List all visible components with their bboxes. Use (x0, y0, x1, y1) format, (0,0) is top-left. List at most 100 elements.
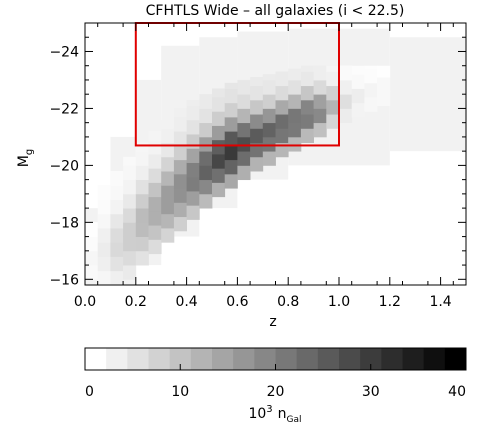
density-cell (110, 228, 124, 243)
colorbar-step (275, 348, 298, 370)
density-cell (135, 193, 149, 209)
density-cell (300, 128, 314, 144)
x-tick-label: 1.2 (379, 294, 401, 310)
density-cell (148, 196, 162, 212)
density-cell (212, 168, 226, 183)
density-cell (148, 225, 162, 240)
density-cell (377, 77, 391, 92)
density-cell (161, 156, 175, 172)
density-cell (288, 136, 302, 152)
density-cell (123, 236, 137, 252)
density-cell (250, 128, 264, 144)
density-cell (212, 97, 226, 112)
density-cell (199, 94, 213, 109)
colorbar-step (148, 348, 171, 370)
svg-text:Mg: Mg (16, 149, 35, 167)
y-tick-label: −16 (49, 272, 79, 288)
density-cell (288, 122, 302, 138)
x-axis-label: z (269, 314, 276, 330)
colorbar-step (233, 348, 255, 370)
density-cell (173, 159, 187, 175)
density-cell (186, 99, 200, 106)
density-cell (97, 185, 111, 200)
density-cell (110, 199, 124, 215)
y-tick-label: −24 (49, 44, 79, 60)
density-cell (161, 228, 175, 243)
colorbar-tick-label: 0 (85, 384, 94, 400)
density-cell (212, 88, 226, 98)
density-cell (313, 108, 327, 124)
density-cell (237, 122, 251, 138)
density-cell (364, 82, 378, 98)
density-cell (173, 108, 187, 118)
x-tick-label: 0.8 (277, 294, 299, 310)
density-cell (148, 210, 162, 226)
density-cell (161, 119, 175, 129)
colorbar: 0 10 20 30 40 103 nGal (84, 347, 467, 425)
density-cell (262, 122, 276, 138)
density-cell (199, 179, 213, 195)
density-cell (110, 242, 124, 257)
density-cell (339, 94, 353, 109)
colorbar-step (106, 348, 128, 370)
density-cell (300, 65, 314, 72)
density-cell (313, 94, 327, 109)
density-cell (212, 139, 226, 155)
density-cell (199, 193, 213, 209)
density-cell (161, 185, 175, 200)
density-cell (85, 236, 99, 252)
density-cell (173, 131, 187, 146)
density-cell (161, 128, 175, 144)
density-cell (97, 270, 111, 286)
density-cell (326, 71, 340, 87)
density-cell (123, 165, 137, 181)
density-cell (199, 165, 213, 181)
density-cell (250, 85, 264, 101)
colorbar-tick-label: 40 (448, 384, 466, 400)
density-cell (135, 142, 149, 152)
density-cell (161, 171, 175, 186)
colorbar-step (254, 348, 276, 370)
density-cell (97, 199, 111, 215)
density-cell (377, 91, 391, 106)
y-axis-label-sub: g (24, 149, 35, 155)
colorbar-tick-label: 30 (362, 384, 380, 400)
density-cell (199, 122, 213, 138)
colorbar-label-var: n (278, 406, 287, 422)
x-tick-label: 0.6 (226, 294, 248, 310)
density-cell (339, 108, 353, 124)
colorbar-step (381, 348, 403, 370)
density-cell (161, 199, 175, 215)
colorbar-step (402, 348, 425, 370)
density-cell (313, 122, 327, 138)
halo-block (389, 37, 466, 152)
density-cell (110, 185, 124, 200)
density-cell (275, 128, 289, 144)
density-cell (173, 173, 187, 189)
density-cell (123, 156, 137, 166)
x-axis-ticks: 0.0 0.2 0.4 0.6 0.8 1.0 1.2 1.4 (74, 23, 454, 310)
density-cell (148, 168, 162, 183)
density-cell (237, 136, 251, 152)
y-tick-label: −18 (49, 215, 79, 231)
density-cell (212, 111, 226, 126)
x-tick-label: 1.4 (429, 294, 451, 310)
density-cell (135, 236, 149, 252)
density-cell (97, 256, 111, 272)
density-cell (199, 108, 213, 124)
density-cell (123, 265, 137, 280)
density-cell (288, 68, 302, 81)
colorbar-step (212, 348, 234, 370)
density-cell (351, 102, 365, 118)
y-tick-label: −20 (49, 158, 79, 174)
density-cell (212, 125, 226, 141)
density-cell (85, 265, 99, 280)
density-cell (275, 85, 289, 101)
density-cell (262, 74, 276, 81)
density-cell (364, 65, 378, 69)
density-cell (237, 94, 251, 109)
density-cell (186, 191, 200, 206)
density-cell (237, 108, 251, 124)
density-cell (288, 94, 302, 109)
density-cell (224, 131, 238, 146)
